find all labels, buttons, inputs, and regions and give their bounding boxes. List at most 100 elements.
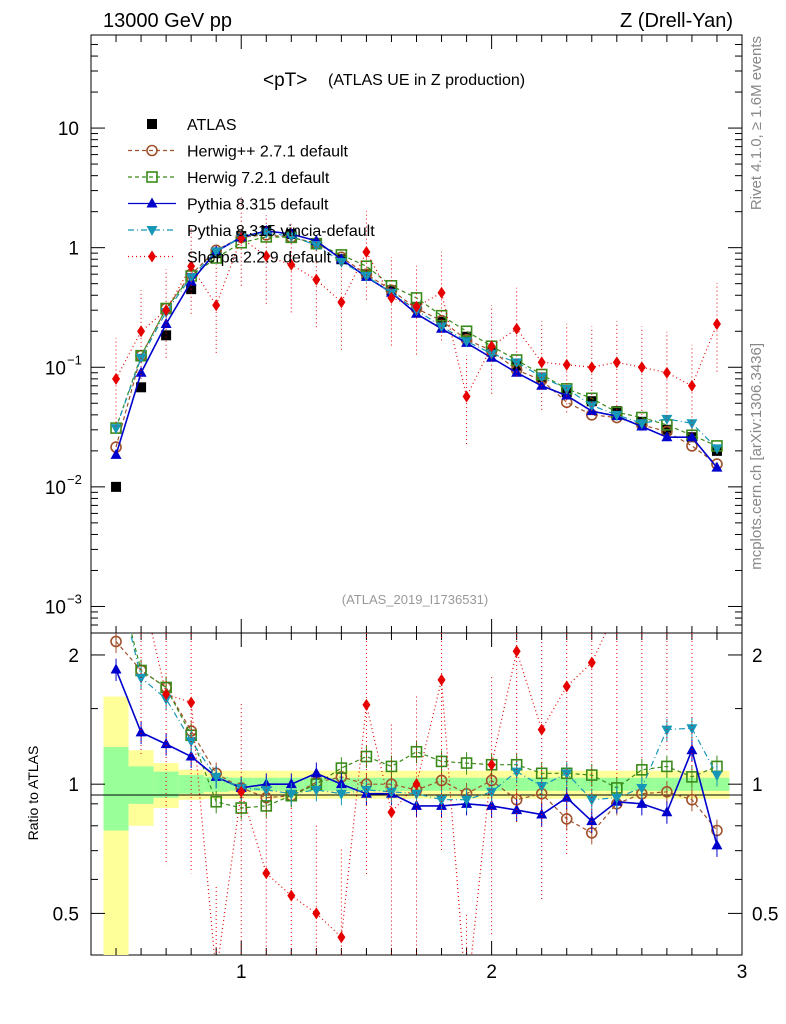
data-point-pythia-8-315-vincia-default [636,419,648,430]
ratio-point-pythia-8-315-vincia-default [411,789,422,800]
ratio-point-sherpa-2-2-9-default [287,889,296,902]
ratio-point-pythia-8-315-default [586,815,598,826]
data-point-sherpa-2-2-9-default [362,245,371,258]
ratio-series [110,633,723,955]
legend-label-herwig-7-2-1-default: Herwig 7.2.1 default [187,170,330,187]
data-point-sherpa-2-2-9-default [637,361,646,374]
data-point-sherpa-2-2-9-default [662,366,671,379]
legend-label-atlas: ATLAS [187,117,237,134]
ratio-band-inner [504,777,530,791]
data-point-sherpa-2-2-9-default [487,340,496,353]
side-label-rivet: Rivet 4.1.0, ≥ 1.6M events [748,36,765,210]
main-y-tick-label: 1 [68,239,79,260]
data-point-pythia-8-315-default [110,448,122,459]
ratio-point-sherpa-2-2-9-default [587,656,596,669]
data-point-pythia-8-315-vincia-default [561,384,573,395]
ratio-y-tick-label-left: 1 [68,775,79,796]
ratio-point-sherpa-2-2-9-default [562,680,571,693]
data-point-sherpa-2-2-9-default [687,379,696,392]
header-process: Z (Drell-Yan) [620,10,733,32]
ratio-point-pythia-8-315-default [185,750,197,761]
data-point-pythia-8-315-default [536,379,548,390]
data-point-pythia-8-315-vincia-default [210,247,222,258]
x-tick-label: 2 [486,962,497,983]
main-y-tick-label: 10 [58,119,79,140]
data-point-atlas [136,382,147,393]
ratio-axes: 0.5 0.5 1 1 2 2 1 2 3 [53,633,778,983]
ratio-y-tick-label-right: 1 [752,775,763,796]
main-y-tick-label: 10 [45,597,66,618]
data-point-sherpa-2-2-9-default [212,299,221,312]
data-point-herwig-7-2-1-default [435,309,448,322]
ratio-point-herwig-7-2-1-default [636,764,648,776]
ratio-point-pythia-8-315-vincia-default [436,795,448,806]
ratio-point-herwig-7-2-1-default [686,771,698,783]
ratio-point-sherpa-2-2-9-default [487,758,496,771]
data-point-sherpa-2-2-9-default [287,258,296,271]
ratio-point-pythia-8-315-vincia-default [636,783,648,794]
ratio-point-pythia-8-315-vincia-default [661,725,673,736]
ratio-y-tick-label-right: 0.5 [752,904,778,925]
ratio-point-sherpa-2-2-9-default [512,645,521,658]
ratio-point-pythia-8-315-vincia-default [611,793,623,804]
ratio-point-sherpa-2-2-9-default [412,778,421,791]
data-point-pythia-8-315-vincia-default [360,271,372,282]
main-y-tick-exponent: −1 [67,352,82,367]
legend-marker-sherpa-2-2-9-default [148,250,156,263]
ratio-line-pythia-8-315-vincia-default [129,633,718,801]
data-point-pythia-8-315-vincia-default [486,349,498,360]
data-point-sherpa-2-2-9-default [262,250,271,263]
data-point-atlas [436,316,447,327]
data-point-pythia-8-315-vincia-default [310,241,322,252]
ratio-point-pythia-8-315-vincia-default [310,785,322,796]
data-point-sherpa-2-2-9-default [112,372,121,385]
data-point-pythia-8-315-vincia-default [711,444,723,455]
data-point-pythia-8-315-vincia-default [260,228,272,239]
ratio-point-herwig-7-2-1-default [585,769,598,781]
ratio-bands [103,696,730,955]
ratio-point-pythia-8-315-vincia-default [335,789,347,800]
ratio-point-pythia-8-315-vincia-default [461,795,473,806]
ratio-point-pythia-8-315-vincia-default [536,782,548,793]
legend-label-pythia-8-315-vincia-default: Pythia 8.315 vincia-default [187,223,375,240]
data-point-sherpa-2-2-9-default [387,291,396,304]
data-point-pythia-8-315-vincia-default [611,410,623,421]
main-y-tick-exponent: −2 [67,472,82,487]
ratio-point-pythia-8-315-vincia-default [210,772,222,783]
main-series [110,197,723,492]
ratio-point-sherpa-2-2-9-default [187,696,196,709]
legend-label-sherpa-2-2-9-default: Sherpa 2.2.9 default [187,250,332,267]
data-point-pythia-8-315-default [686,431,698,442]
ratio-point-pythia-8-315-vincia-default [360,785,372,796]
data-point-pythia-8-315-default [661,431,673,442]
ratio-y-tick-label-right: 2 [752,646,763,667]
legend-label-pythia-8-315-default: Pythia 8.315 default [187,197,329,214]
plot-title-observable: <pT> [263,70,307,91]
ratio-point-pythia-8-315-default [160,738,172,749]
ratio-axis-label: Ratio to ATLAS [25,746,41,841]
data-point-pythia-8-315-vincia-default [110,424,122,435]
data-point-pythia-8-315-vincia-default [511,358,523,369]
ratio-point-herwig-7-2-1-default [210,795,222,808]
ratio-point-sherpa-2-2-9-default [162,688,171,701]
data-point-pythia-8-315-vincia-default [436,322,448,333]
ratio-point-pythia-8-315-default [636,797,648,808]
ratio-y-tick-label-left: 2 [68,646,79,667]
ratio-point-pythia-8-315-default [711,839,723,850]
legend-marker-atlas [147,119,157,129]
ratio-point-sherpa-2-2-9-default [262,867,271,880]
ratio-point-sherpa-2-2-9-default [437,673,446,686]
data-point-sherpa-2-2-9-default [562,358,571,371]
main-y-tick-label: 10 [45,478,66,499]
data-point-atlas [111,481,122,492]
data-point-sherpa-2-2-9-default [712,318,721,331]
data-point-atlas [586,396,597,407]
ratio-band-inner [178,775,204,794]
data-point-pythia-8-315-default [160,318,172,329]
ratio-point-pythia-8-315-default [486,799,498,810]
data-point-pythia-8-315-vincia-default [536,372,548,383]
side-label-mcplots: mcplots.cern.ch [arXiv:1306.3436] [748,343,765,570]
ratio-point-sherpa-2-2-9-default [237,785,246,798]
